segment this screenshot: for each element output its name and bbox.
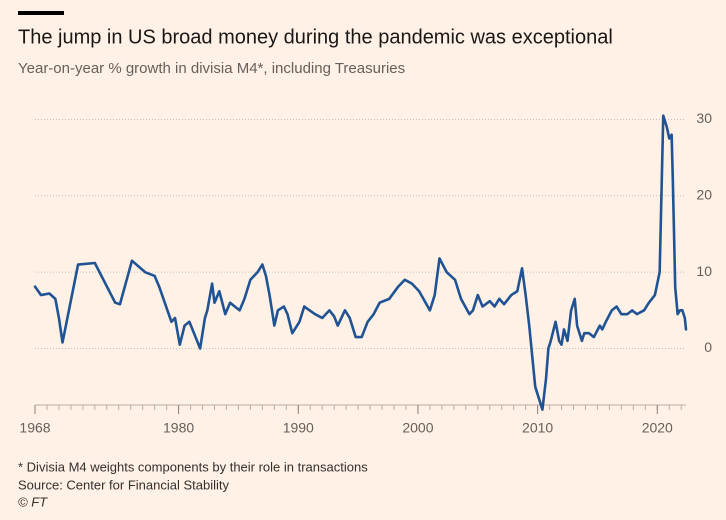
chart-subtitle: Year-on-year % growth in divisia M4*, in… <box>18 60 405 77</box>
chart-title: The jump in US broad money during the pa… <box>18 26 613 48</box>
credit: © FT <box>18 494 48 509</box>
y-tick-label: 30 <box>696 110 712 126</box>
brand-bar <box>18 11 64 15</box>
x-tick-label: 2010 <box>522 420 553 436</box>
footnote: * Divisia M4 weights components by their… <box>18 459 368 474</box>
x-tick-label: 1968 <box>19 420 50 436</box>
y-tick-label: 20 <box>696 187 712 203</box>
y-tick-label: 0 <box>704 339 712 355</box>
y-tick-label: 10 <box>696 263 712 279</box>
data-line <box>33 114 688 411</box>
x-tick-label: 1990 <box>283 420 314 436</box>
source: Source: Center for Financial Stability <box>18 477 229 492</box>
x-tick-label: 2020 <box>642 420 673 436</box>
x-tick-label: 1980 <box>163 420 194 436</box>
x-tick-label: 2000 <box>402 420 433 436</box>
